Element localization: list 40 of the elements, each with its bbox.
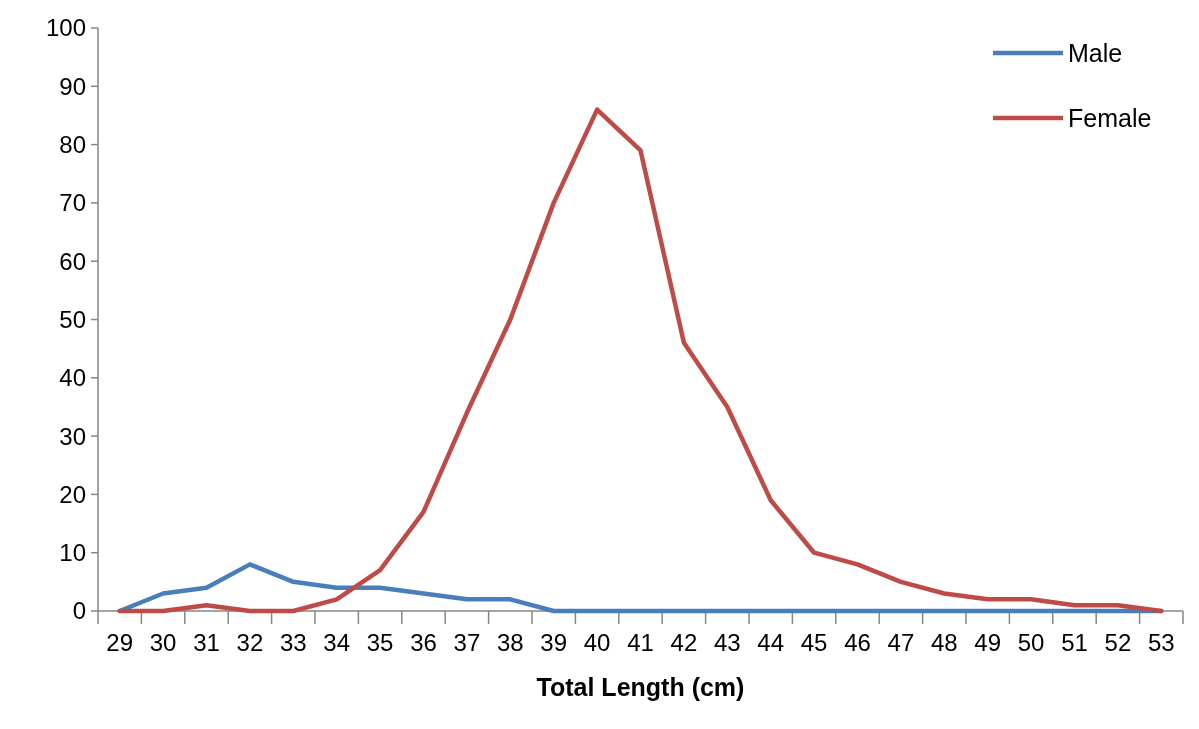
x-tick-label: 46	[844, 629, 871, 656]
x-axis-title: Total Length (cm)	[536, 673, 745, 701]
x-tick-label: 52	[1104, 629, 1132, 656]
line-series	[117, 107, 1164, 614]
x-tick-label: 42	[670, 629, 698, 656]
y-tick-label: 30	[59, 422, 86, 450]
x-tick-label: 39	[540, 629, 568, 656]
x-tick-label: 48	[930, 629, 958, 656]
y-tick-label: 40	[59, 364, 86, 392]
x-tick-label: 45	[800, 629, 828, 656]
x-tick-label: 36	[410, 629, 437, 656]
y-tick-label: 10	[59, 539, 86, 567]
y-tick-label: 80	[59, 131, 86, 158]
x-tick-label: 29	[106, 629, 134, 656]
y-tick-label: 90	[59, 72, 86, 100]
legend-label: Male	[1068, 38, 1123, 67]
y-tick-label: 20	[59, 480, 86, 508]
x-tick-label: 51	[1061, 629, 1088, 656]
x-tick-label: 33	[279, 629, 307, 656]
x-tick-label: 31	[193, 629, 220, 656]
y-tick-label: 60	[59, 247, 86, 275]
x-tick-label: 37	[453, 629, 481, 656]
x-tick-label: 41	[627, 629, 654, 656]
y-tick-label: 50	[59, 305, 86, 333]
x-tick-label: 32	[236, 629, 264, 656]
x-tick-label: 47	[887, 629, 915, 656]
x-tick-label: 49	[974, 629, 1002, 656]
x-tick-label: 50	[1017, 629, 1045, 656]
y-tick-label: 100	[45, 14, 86, 42]
x-tick-label: 43	[713, 629, 741, 656]
x-tick-label: 35	[366, 629, 394, 656]
legend-label: Female	[1068, 103, 1152, 132]
x-tick-label: 40	[583, 629, 611, 656]
y-tick-label: 0	[72, 597, 86, 625]
y-tick-label: 70	[59, 189, 86, 217]
x-tick-label: 30	[149, 629, 177, 656]
x-tick-label: 44	[757, 629, 785, 656]
x-tick-label: 38	[496, 629, 524, 656]
x-tick-label: 53	[1147, 629, 1175, 656]
x-tick-label: 34	[323, 629, 351, 656]
